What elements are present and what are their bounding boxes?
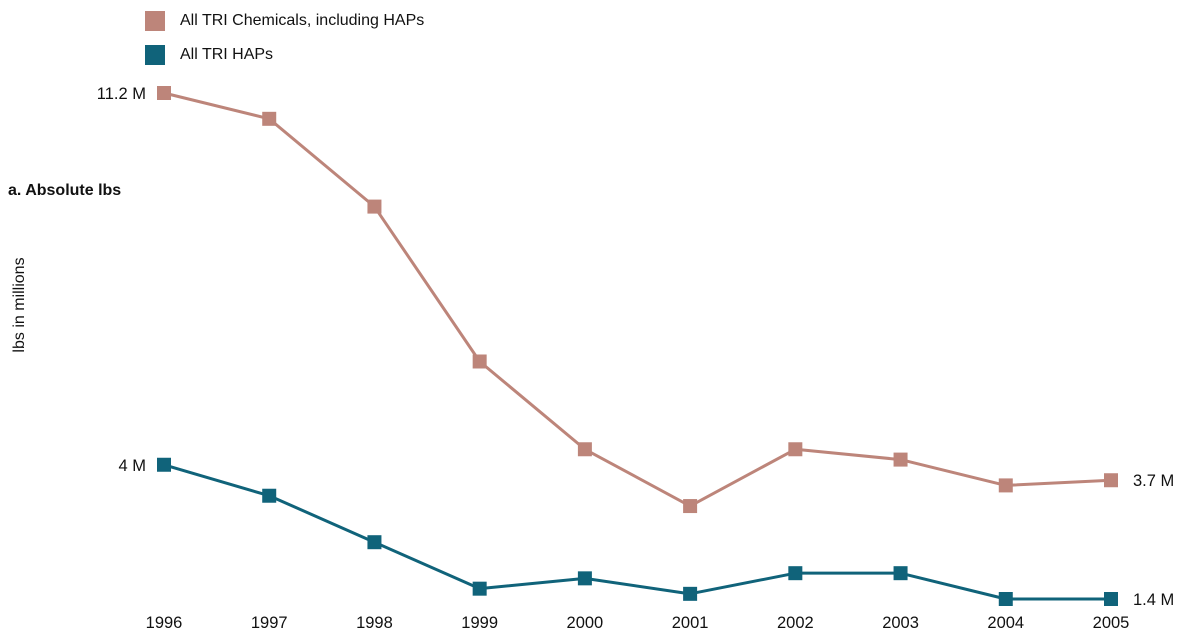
data-point-series-2 — [893, 566, 908, 581]
legend-swatch-all-tri-chemicals — [145, 11, 165, 31]
data-point-series-2 — [577, 571, 592, 586]
data-point-series-1 — [367, 199, 382, 214]
legend-label: All TRI HAPs — [180, 46, 274, 63]
data-point-series-2 — [1104, 592, 1118, 606]
data-point-series-2 — [367, 535, 382, 550]
legend-item-all-tri-haps: All TRI HAPs — [145, 44, 424, 66]
x-tick-label: 2001 — [672, 614, 709, 632]
start-value-label: 11.2 M — [97, 85, 146, 103]
series-line-2 — [163, 463, 1111, 601]
data-point-series-1 — [157, 86, 171, 100]
data-point-series-1 — [1104, 473, 1118, 488]
data-point-series-2 — [157, 457, 171, 472]
data-point-series-1 — [788, 442, 803, 457]
legend: All TRI Chemicals, including HAPs All TR… — [145, 10, 424, 78]
x-tick-label: 2003 — [882, 614, 919, 632]
x-tick-label: 1997 — [251, 614, 288, 632]
x-tick-label: 2004 — [987, 614, 1024, 632]
x-tick-label: 2002 — [777, 614, 814, 632]
x-tick-label: 2005 — [1093, 614, 1130, 632]
legend-item-all-tri-chemicals: All TRI Chemicals, including HAPs — [145, 10, 424, 32]
data-point-series-2 — [683, 586, 698, 601]
legend-label: All TRI Chemicals, including HAPs — [180, 12, 425, 29]
data-point-series-2 — [998, 592, 1013, 606]
start-value-label: 4 M — [118, 457, 146, 475]
end-value-label: 3.7 M — [1133, 472, 1174, 490]
x-tick-label: 2000 — [567, 614, 604, 632]
x-tick-label: 1999 — [461, 614, 498, 632]
series-line-1 — [163, 91, 1112, 508]
data-point-series-1 — [472, 354, 487, 369]
data-point-series-1 — [893, 452, 908, 467]
x-tick-label: 1998 — [356, 614, 393, 632]
data-point-series-1 — [998, 478, 1013, 493]
data-point-series-2 — [472, 581, 487, 596]
data-point-series-2 — [262, 488, 277, 503]
data-point-series-1 — [683, 499, 698, 514]
end-value-label: 1.4 M — [1133, 591, 1174, 609]
data-point-series-2 — [788, 566, 803, 581]
chart-subtitle: a. Absolute lbs — [8, 182, 122, 199]
data-point-series-1 — [577, 442, 592, 457]
legend-swatch-all-tri-haps — [145, 45, 165, 65]
data-point-series-1 — [262, 111, 277, 126]
x-tick-label: 1996 — [146, 614, 183, 632]
